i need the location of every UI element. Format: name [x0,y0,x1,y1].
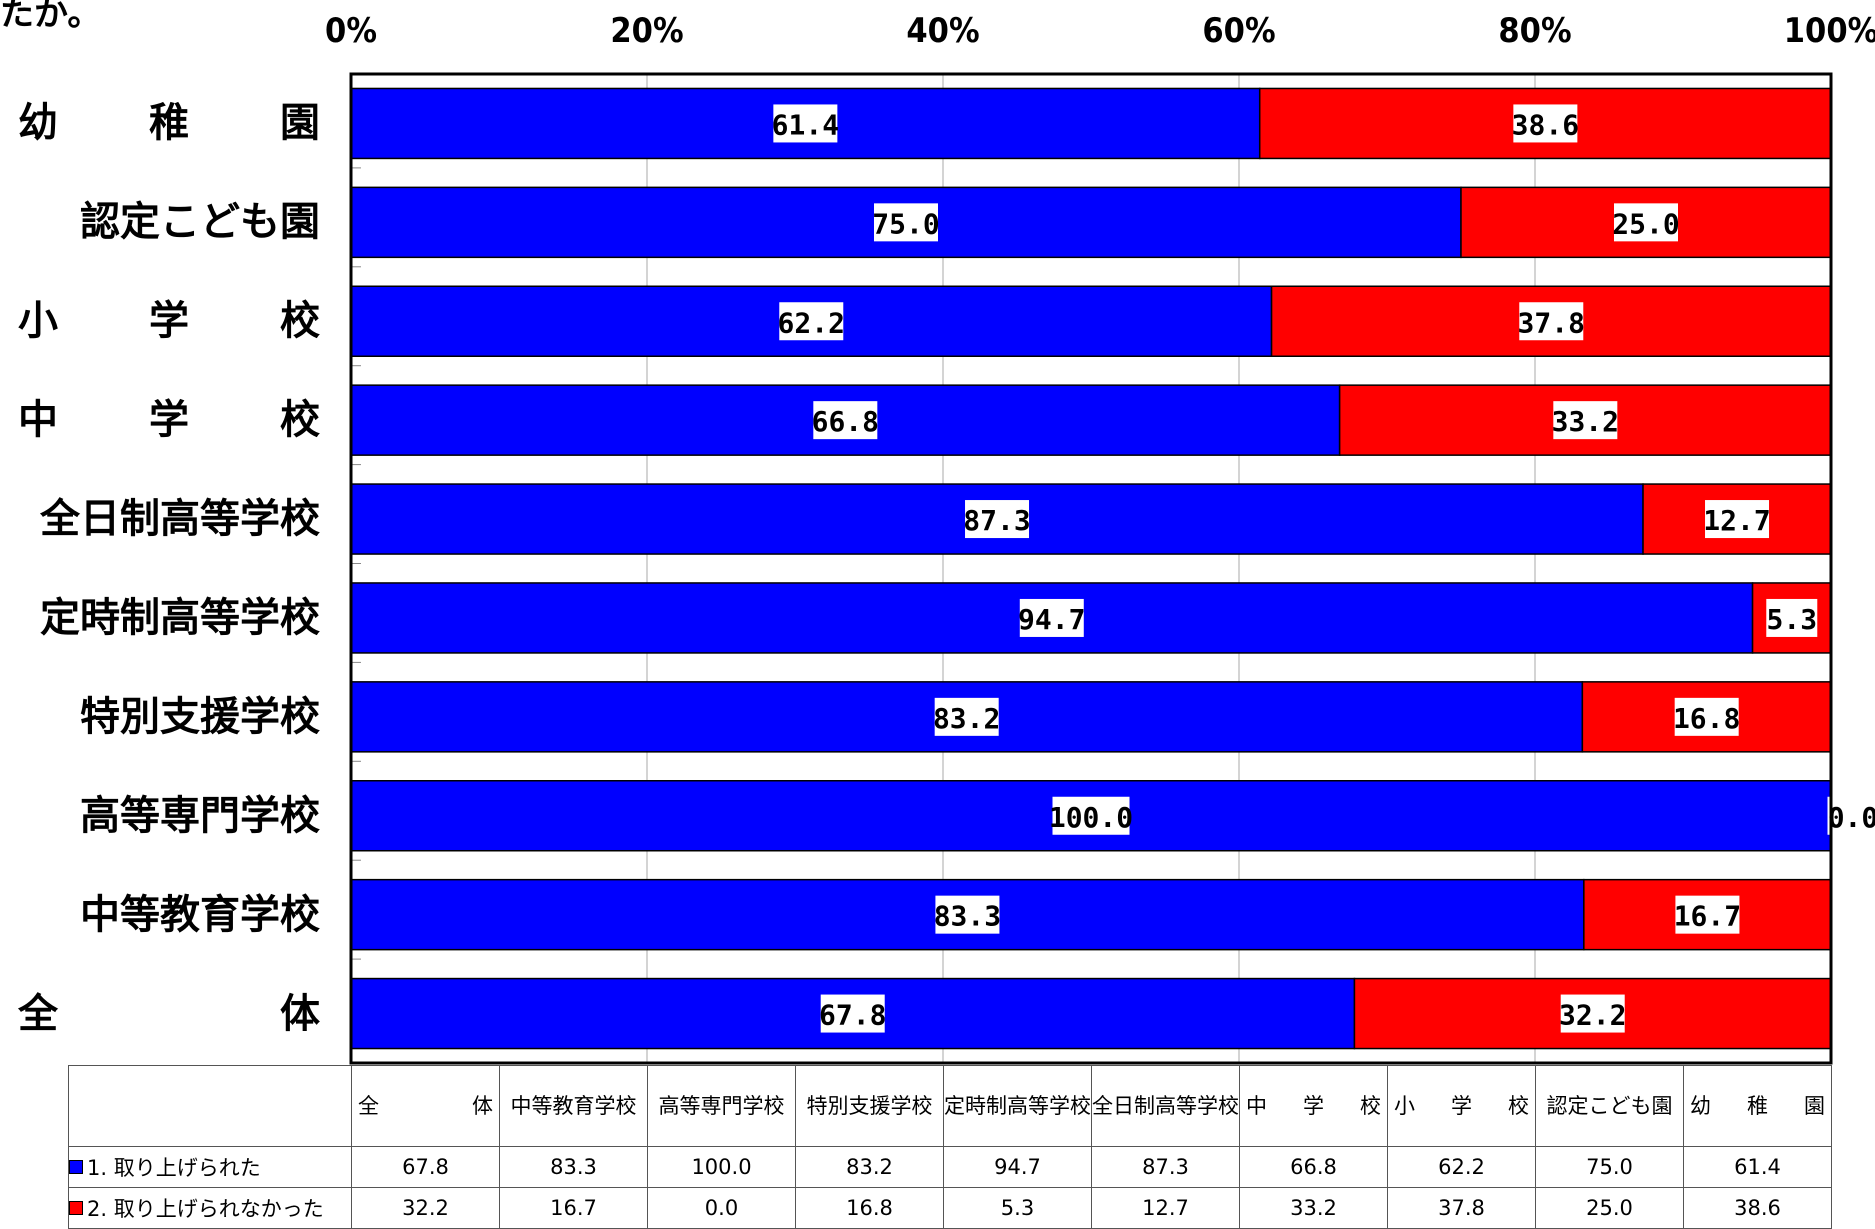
category-label-char: 幼 [18,99,58,147]
legend-label: 1. 取り上げられた [87,1156,261,1180]
data-label: 32.2 [1559,999,1626,1032]
data-label: 94.7 [1018,603,1085,636]
category-label: 特別支援学校 [18,693,320,741]
data-label: 61.4 [772,108,839,141]
table-cell: 66.8 [1240,1147,1388,1188]
legend-swatch [69,1201,83,1215]
table-cell: 83.2 [796,1147,944,1188]
category-label-char: 園 [280,99,320,147]
x-tick-label: 60% [1202,11,1275,51]
category-label: 定時制高等学校 [18,594,320,642]
x-tick-label: 80% [1498,11,1571,51]
category-label-char: 小 [18,297,58,345]
legend-entry: 2. 取り上げられなかった [69,1188,352,1229]
data-label: 100.0 [1049,801,1133,834]
legend-entry: 1. 取り上げられた [69,1147,352,1188]
category-label: 幼稚園 [18,99,320,147]
data-label: 37.8 [1518,306,1585,339]
table-header-part: 学 [1451,1093,1472,1119]
data-label: 12.7 [1703,504,1770,537]
data-label: 16.7 [1674,900,1741,933]
data-label: 0.0 [1828,801,1875,834]
category-label: 認定こども園 [18,198,320,246]
table-cell: 33.2 [1240,1188,1388,1229]
data-label: 5.3 [1766,603,1817,636]
category-label-char: 稚 [149,99,189,147]
category-label-char: 中 [18,396,58,444]
data-label: 75.0 [872,207,939,240]
table-header-cell: 認定こども園 [1536,1066,1684,1147]
table-cell: 67.8 [352,1147,500,1188]
data-label: 66.8 [812,405,879,438]
table-header-cell: 全体 [352,1066,500,1147]
data-label: 25.0 [1612,207,1679,240]
table-cell: 16.8 [796,1188,944,1229]
table-cell: 75.0 [1536,1147,1684,1188]
category-label: 高等専門学校 [18,792,320,840]
data-label: 87.3 [963,504,1030,537]
table-header-cell: 定時制高等学校 [944,1066,1092,1147]
table-header-part: 小 [1394,1093,1415,1119]
table-cell: 37.8 [1388,1188,1536,1229]
table-header-cell: 幼稚園 [1684,1066,1832,1147]
table-cell: 32.2 [352,1188,500,1229]
x-tick-label: 40% [906,11,979,51]
category-label-char: 校 [280,297,320,345]
table-cell: 5.3 [944,1188,1092,1229]
x-tick-label: 0% [325,11,377,51]
category-label: 小学校 [18,297,320,345]
data-table: 全体中等教育学校高等専門学校特別支援学校定時制高等学校全日制高等学校中学校小学校… [68,1065,1832,1229]
x-tick-label: 20% [610,11,683,51]
category-label: 全体 [18,990,320,1038]
data-label: 83.2 [933,702,1000,735]
table-header-cell: 小学校 [1388,1066,1536,1147]
category-label-char: 校 [280,396,320,444]
table-cell: 87.3 [1092,1147,1240,1188]
table-header-part: 全 [358,1093,379,1119]
data-label: 16.8 [1673,702,1740,735]
table-header-cell: 高等専門学校 [648,1066,796,1147]
table-cell: 0.0 [648,1188,796,1229]
x-tick-label: 100% [1784,11,1875,51]
table-header-cell: 中学校 [1240,1066,1388,1147]
table-cell: 25.0 [1536,1188,1684,1229]
table-header-part: 中 [1246,1093,1267,1119]
category-label-char: 体 [280,990,320,1038]
category-label-char: 学 [149,396,189,444]
table-header-part: 学 [1303,1093,1324,1119]
category-label: 中等教育学校 [18,891,320,939]
table-corner [69,1066,352,1147]
legend-swatch [69,1160,83,1174]
table-header-part: 稚 [1747,1093,1768,1119]
table-header-cell: 中等教育学校 [500,1066,648,1147]
data-label: 33.2 [1552,405,1619,438]
data-label: 83.3 [934,900,1001,933]
table-cell: 16.7 [500,1188,648,1229]
category-label: 全日制高等学校 [18,495,320,543]
table-cell: 83.3 [500,1147,648,1188]
category-label-char: 全 [18,990,58,1038]
table-header-part: 校 [1508,1093,1529,1119]
data-label: 67.8 [819,999,886,1032]
category-label: 中学校 [18,396,320,444]
table-header-part: 園 [1804,1093,1825,1119]
table-header-part: 幼 [1690,1093,1711,1119]
data-label: 38.6 [1512,108,1579,141]
table-cell: 100.0 [648,1147,796,1188]
category-label-char: 学 [149,297,189,345]
data-label: 62.2 [778,306,845,339]
table-header-part: 校 [1360,1093,1381,1119]
table-header-cell: 全日制高等学校 [1092,1066,1240,1147]
table-header-cell: 特別支援学校 [796,1066,944,1147]
table-cell: 61.4 [1684,1147,1832,1188]
table-cell: 38.6 [1684,1188,1832,1229]
table-header-part: 体 [472,1093,493,1119]
table-cell: 94.7 [944,1147,1092,1188]
legend-label: 2. 取り上げられなかった [87,1197,324,1221]
table-cell: 62.2 [1388,1147,1536,1188]
table-cell: 12.7 [1092,1188,1240,1229]
